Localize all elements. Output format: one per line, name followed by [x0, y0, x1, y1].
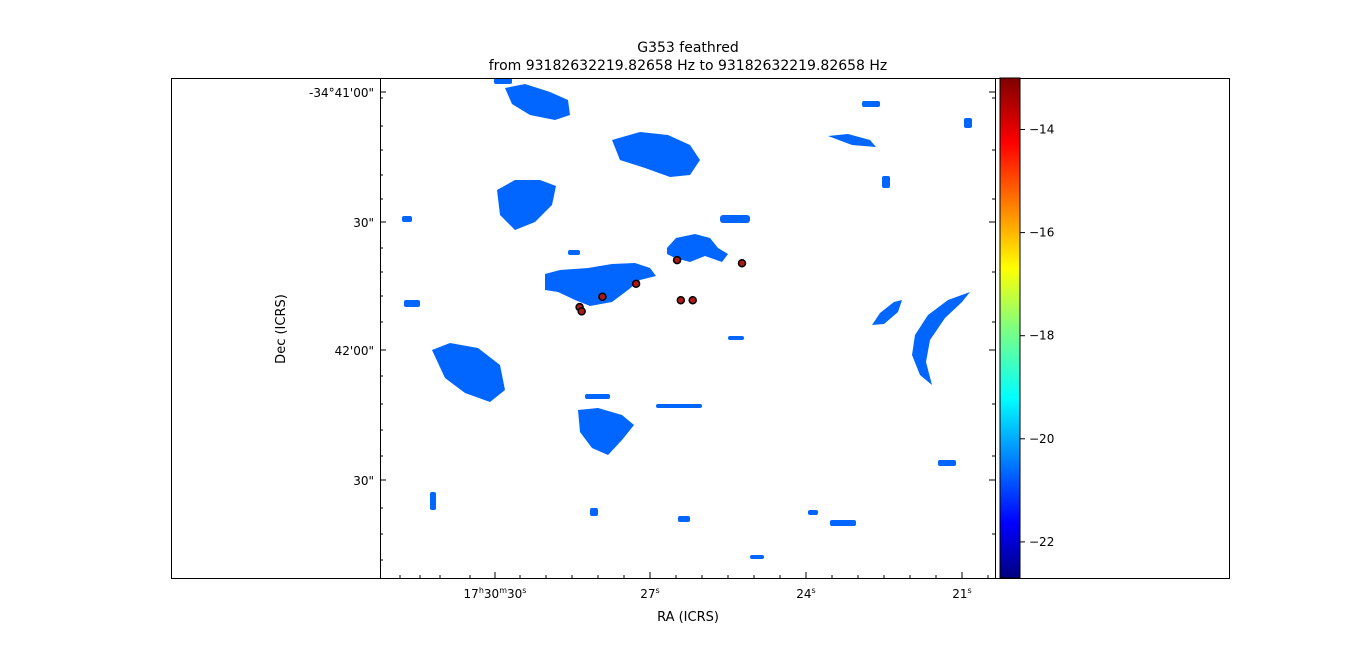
y-tick-label: 42'00" [335, 344, 374, 358]
emission-map [402, 78, 972, 559]
emission-left-cloud [497, 180, 556, 230]
y-tick-label: -34°41'00" [309, 86, 374, 100]
emission-fish-cloud [667, 234, 728, 262]
emission-main-cloud [545, 263, 656, 306]
x-tick-label: 21s [952, 586, 971, 601]
emission-upper-cloud [612, 132, 700, 177]
colorbar-tick-label: −20 [1029, 432, 1054, 446]
emission-lower-cloud [578, 408, 634, 455]
outer-frame [171, 78, 1230, 579]
source-marker [688, 295, 697, 305]
colorbar-tick-label: −14 [1029, 123, 1054, 137]
major-ticks [380, 91, 995, 578]
emission-lowerleft-cloud [432, 343, 505, 402]
x-tick-label: 27s [640, 586, 659, 601]
source-marker [631, 279, 641, 289]
source-marker [672, 255, 682, 265]
source-marker [737, 258, 747, 268]
chart-title: G353 feathred [637, 40, 738, 56]
x-axis-label: RA (ICRS) [657, 610, 719, 625]
emission-right-streak [872, 300, 902, 325]
source-marker [598, 292, 607, 302]
source-marker [577, 307, 586, 316]
y-tick-label: 30" [353, 474, 374, 488]
colorbar [999, 77, 1021, 579]
source-markers [575, 255, 747, 316]
colorbar-tick-label: −18 [1029, 329, 1054, 343]
colorbar-ticks: −14 −16 −18 −20 −22 [1020, 123, 1054, 549]
emission-topright-streak [828, 134, 876, 147]
source-marker [676, 295, 686, 305]
y-tick-label: 30" [353, 216, 374, 230]
x-tick-label: 24s [796, 586, 815, 601]
colorbar-tick-label: −22 [1029, 535, 1054, 549]
colorbar-tick-label: −16 [1029, 226, 1054, 240]
chart-subtitle: from 93182632219.82658 Hz to 93182632219… [489, 58, 888, 74]
y-axis-label: Dec (ICRS) [274, 294, 289, 364]
emission-top-cloud [505, 84, 570, 120]
plot-frame [380, 78, 996, 579]
emission-right-arc [912, 292, 970, 385]
minor-ticks [380, 97, 995, 578]
x-tick-label: 17h30m30s [464, 586, 527, 601]
